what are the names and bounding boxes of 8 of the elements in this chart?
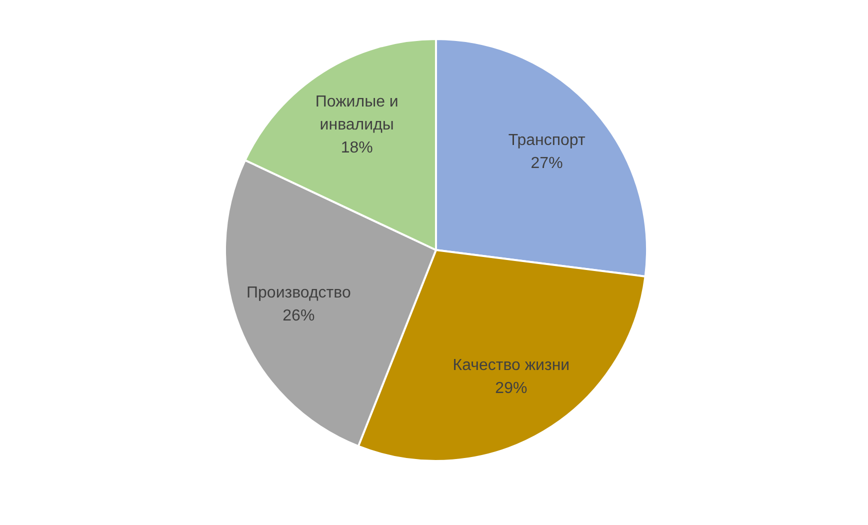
data-label: 29% [495, 380, 528, 398]
data-label: 18% [340, 140, 373, 157]
slice-label: Транспорт [508, 132, 586, 150]
data-label: 26% [282, 307, 315, 324]
slice-label: Производство [246, 284, 351, 302]
data-label: 27% [530, 155, 563, 172]
slice-label: Пожилые и инвалиды [315, 94, 398, 134]
slice-label: Качество жизни [452, 357, 570, 374]
